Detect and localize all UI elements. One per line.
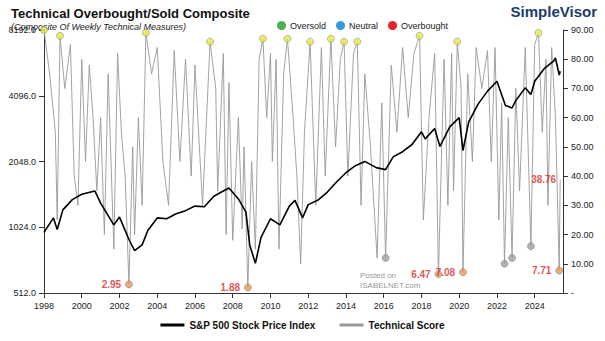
svg-text:2012: 2012 bbox=[298, 301, 318, 311]
svg-text:2004: 2004 bbox=[147, 301, 167, 311]
svg-text:Posted on: Posted on bbox=[360, 271, 396, 280]
svg-text:2018: 2018 bbox=[411, 301, 431, 311]
svg-text:6.47: 6.47 bbox=[411, 269, 431, 280]
svg-text:(Composite Of Weekly Technical: (Composite Of Weekly Technical Measures) bbox=[11, 22, 186, 32]
svg-text:2006: 2006 bbox=[185, 301, 205, 311]
svg-text:-: - bbox=[571, 288, 574, 298]
svg-text:1024.0: 1024.0 bbox=[8, 222, 36, 232]
svg-text:20.00: 20.00 bbox=[571, 230, 594, 240]
svg-text:2008: 2008 bbox=[223, 301, 243, 311]
svg-text:30.00: 30.00 bbox=[571, 200, 594, 210]
svg-text:10.00: 10.00 bbox=[571, 259, 594, 269]
svg-text:1998: 1998 bbox=[34, 301, 54, 311]
svg-text:2000: 2000 bbox=[72, 301, 92, 311]
svg-text:70.00: 70.00 bbox=[571, 83, 594, 93]
svg-text:2048.0: 2048.0 bbox=[8, 157, 36, 167]
svg-text:38.76: 38.76 bbox=[531, 174, 556, 185]
svg-text:Technical Score: Technical Score bbox=[369, 320, 445, 331]
svg-text:60.00: 60.00 bbox=[571, 113, 594, 123]
svg-text:Oversold: Oversold bbox=[290, 21, 326, 31]
svg-text:SimpleVisor: SimpleVisor bbox=[511, 3, 598, 20]
svg-text:2022: 2022 bbox=[487, 301, 507, 311]
svg-text:7.08: 7.08 bbox=[436, 267, 456, 278]
svg-text:90.00: 90.00 bbox=[571, 25, 594, 35]
svg-text:Overbought: Overbought bbox=[401, 21, 449, 31]
svg-text:2002: 2002 bbox=[109, 301, 129, 311]
svg-text:80.00: 80.00 bbox=[571, 54, 594, 64]
svg-text:2010: 2010 bbox=[260, 301, 280, 311]
svg-text:2024: 2024 bbox=[525, 301, 545, 311]
svg-text:2.95: 2.95 bbox=[102, 279, 122, 290]
svg-text:2020: 2020 bbox=[449, 301, 469, 311]
svg-text:Technical Overbought/Sold Comp: Technical Overbought/Sold Composite bbox=[11, 6, 250, 21]
svg-text:7.71: 7.71 bbox=[532, 265, 552, 276]
svg-text:1.88: 1.88 bbox=[221, 282, 241, 293]
svg-text:Neutral: Neutral bbox=[349, 21, 378, 31]
svg-text:512.0: 512.0 bbox=[13, 288, 36, 298]
svg-text:ISABELNET.com: ISABELNET.com bbox=[360, 281, 421, 290]
svg-text:40.00: 40.00 bbox=[571, 171, 594, 181]
svg-text:2014: 2014 bbox=[336, 301, 356, 311]
svg-text:S&P 500 Stock Price Index: S&P 500 Stock Price Index bbox=[189, 320, 315, 331]
svg-text:4096.0: 4096.0 bbox=[8, 91, 36, 101]
svg-text:50.00: 50.00 bbox=[571, 142, 594, 152]
svg-text:2016: 2016 bbox=[374, 301, 394, 311]
